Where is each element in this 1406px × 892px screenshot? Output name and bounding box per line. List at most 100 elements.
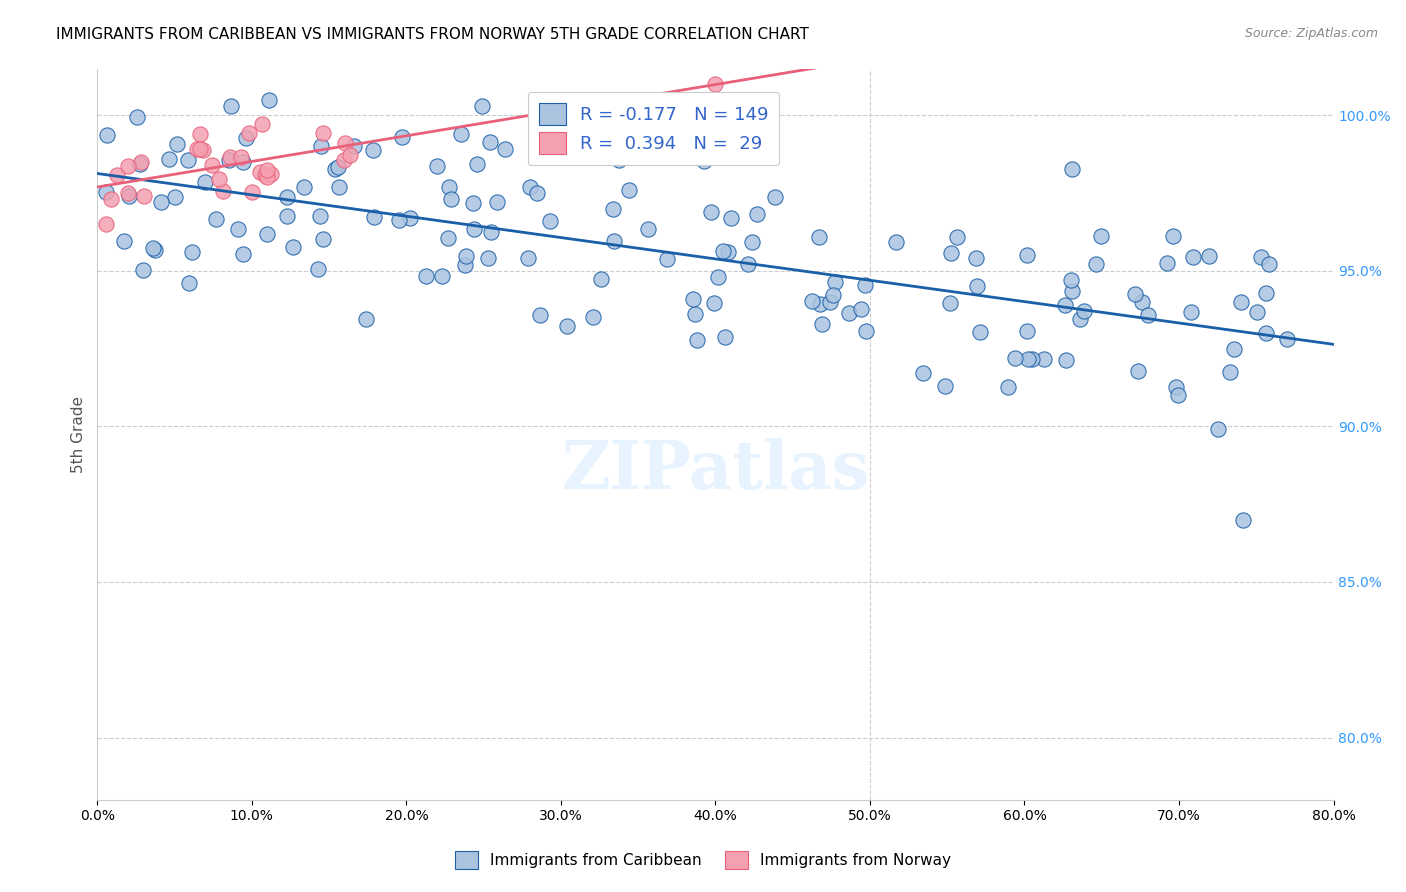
Point <box>1017 352 1039 367</box>
Point <box>886 235 908 249</box>
Point <box>311 126 333 140</box>
Point <box>617 184 640 198</box>
Point <box>228 222 250 236</box>
Point <box>582 310 605 325</box>
Point <box>391 130 413 145</box>
Point <box>529 308 551 322</box>
Point <box>260 167 283 181</box>
Point <box>1223 342 1246 356</box>
Point <box>426 159 449 173</box>
Point <box>686 333 709 347</box>
Point <box>118 188 141 202</box>
Point <box>131 155 153 169</box>
Point <box>1060 273 1083 287</box>
Point <box>811 317 834 331</box>
Point <box>117 159 139 173</box>
Point <box>307 262 329 277</box>
Point <box>219 150 242 164</box>
Point <box>711 244 734 258</box>
Point <box>132 263 155 277</box>
Point <box>240 186 263 200</box>
Legend: Immigrants from Caribbean, Immigrants from Norway: Immigrants from Caribbean, Immigrants fr… <box>449 845 957 875</box>
Point <box>257 93 280 107</box>
Point <box>165 190 187 204</box>
Point <box>439 192 461 206</box>
Point <box>519 179 541 194</box>
Point <box>388 212 411 227</box>
Point <box>517 252 540 266</box>
Point <box>292 179 315 194</box>
Point <box>134 188 156 202</box>
Point <box>1161 228 1184 243</box>
Point <box>997 380 1019 394</box>
Point <box>1275 332 1298 346</box>
Text: IMMIGRANTS FROM CARIBBEAN VS IMMIGRANTS FROM NORWAY 5TH GRADE CORRELATION CHART: IMMIGRANTS FROM CARIBBEAN VS IMMIGRANTS … <box>56 27 808 42</box>
Point <box>717 245 740 260</box>
Point <box>96 128 118 143</box>
Point <box>1198 249 1220 263</box>
Point <box>477 251 499 265</box>
Point <box>232 247 254 261</box>
Point <box>1021 352 1043 367</box>
Point <box>479 135 502 149</box>
Point <box>232 154 254 169</box>
Point <box>1182 250 1205 264</box>
Point <box>707 270 730 285</box>
Point <box>177 153 200 168</box>
Point <box>454 249 477 263</box>
Point <box>704 77 727 91</box>
Point <box>714 330 737 344</box>
Point <box>1123 286 1146 301</box>
Point <box>125 110 148 124</box>
Point <box>454 258 477 272</box>
Point <box>938 296 960 310</box>
Point <box>191 143 214 157</box>
Point <box>205 211 228 226</box>
Point <box>1136 309 1159 323</box>
Point <box>177 276 200 290</box>
Point <box>328 180 350 194</box>
Point <box>657 252 679 266</box>
Point <box>323 161 346 176</box>
Point <box>1004 351 1026 365</box>
Point <box>637 222 659 236</box>
Point <box>1206 421 1229 435</box>
Point <box>1219 365 1241 379</box>
Point <box>1033 351 1056 366</box>
Point <box>824 275 846 289</box>
Point <box>1017 324 1039 338</box>
Point <box>471 98 494 112</box>
Point <box>720 211 742 225</box>
Point <box>94 185 117 199</box>
Point <box>465 157 488 171</box>
Point <box>343 139 366 153</box>
Point <box>741 235 763 249</box>
Point <box>479 225 502 239</box>
Point <box>211 184 233 198</box>
Point <box>256 227 278 241</box>
Point <box>339 148 361 162</box>
Point <box>555 319 578 334</box>
Point <box>149 194 172 209</box>
Point <box>941 245 963 260</box>
Point <box>326 161 349 175</box>
Point <box>188 127 211 141</box>
Point <box>693 154 716 169</box>
Point <box>1069 312 1091 326</box>
Point <box>1180 305 1202 319</box>
Point <box>188 142 211 156</box>
Point <box>1257 256 1279 270</box>
Point <box>1015 247 1038 261</box>
Point <box>249 165 271 179</box>
Point <box>1254 286 1277 301</box>
Point <box>1126 363 1149 377</box>
Point <box>934 378 956 392</box>
Point <box>1164 379 1187 393</box>
Point <box>966 279 988 293</box>
Point <box>430 268 453 283</box>
Point <box>763 190 786 204</box>
Point <box>157 152 180 166</box>
Point <box>231 151 253 165</box>
Point <box>1256 326 1278 340</box>
Point <box>201 158 224 172</box>
